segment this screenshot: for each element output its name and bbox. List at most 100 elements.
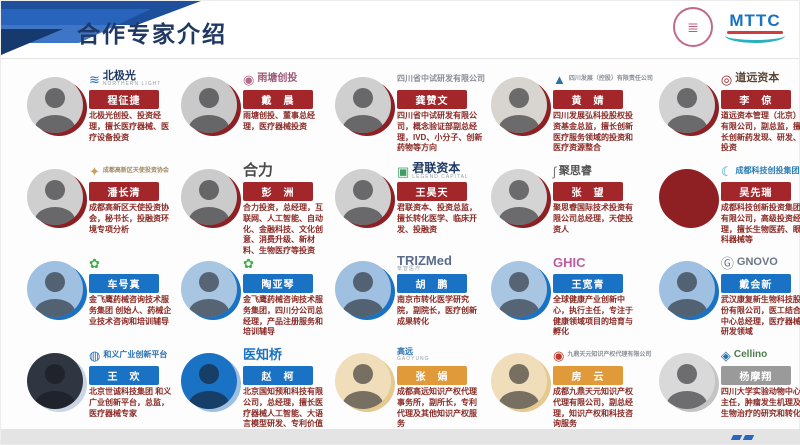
expert-card: ✿ 车号真 金飞鹰药械咨询技术服务集团 创始人、药械企业技术咨询和培训辅导 [27, 253, 175, 338]
org-logo: ◉ 九鼎天元知识产权代理有限公司 [553, 345, 651, 365]
avatar [45, 364, 65, 384]
avatar-body [189, 207, 229, 225]
org-logo: ʃ 聚思睿 [553, 161, 592, 181]
expert-card: ◎ 道远资本 李 倞 道远资本管理（北京）有限公司，副总监，擅长创新药发现、研发… [658, 69, 800, 154]
org-logo-text: 君联资本 [412, 161, 461, 176]
expert-card: ◉ 九鼎天元知识产权代理有限公司 房 云 成都九鼎天元知识产权代理有限公司，副总… [491, 345, 653, 430]
expert-name-badge: 吴先瑞 [720, 182, 791, 201]
avatar-body [343, 299, 383, 317]
avatar-body [343, 391, 383, 409]
expert-name-badge: 黄 婧 [553, 90, 623, 109]
slide-header: 合作专家介绍 ≣ MTTC [1, 1, 799, 59]
expert-name-badge: 王宽青 [553, 274, 623, 293]
expert-name-badge: 杨摩翔 [720, 366, 791, 385]
expert-photo [335, 261, 391, 317]
avatar-body [189, 115, 229, 133]
org-logo: ◉ 雨塘创投 [243, 69, 297, 89]
expert-card: ☾ 成都科技创投集团 吴先瑞 成都科技创新投资集团有限公司，高级投资经理，擅长生… [658, 161, 800, 246]
expert-description: 聚思睿国际技术投资有限公司总经理，天使投资人 [553, 203, 633, 234]
expert-description: 合力投资，总经理，互联网、人工智能、自动化、金融科技、文化创意、消费升级、新材料… [243, 203, 323, 256]
avatar [353, 88, 373, 108]
avatar [509, 272, 529, 292]
slide-footer [1, 429, 800, 444]
expert-card: TRIZMed 萃智医疗 胡 鹏 南京市转化医学研究院，副院长，医疗创新成果转化 [335, 253, 485, 338]
expert-name-badge: 胡 鹏 [397, 274, 467, 293]
org-logo-text: GHIC [553, 255, 586, 271]
expert-photo [658, 261, 715, 317]
expert-card: ◍ 和义广业创新平台 王 欢 北京世诚科技集团 和义广业创新平台，总监，医疗器械… [27, 345, 175, 430]
expert-info: ◉ 九鼎天元知识产权代理有限公司 房 云 成都九鼎天元知识产权代理有限公司，副总… [553, 345, 653, 430]
org-logo-text: 成都高新区天使投资协会 [102, 167, 169, 174]
expert-card: Ⓖ GNOVO 戴会新 武汉康复新生物科技股份有限公司，医工结合中心总经理，医疗… [658, 253, 800, 338]
avatar [45, 272, 65, 292]
expert-name-badge: 车号真 [89, 274, 159, 293]
expert-description: 四川省中试研发有限公司，概念验证部副总经理，IVD、小分子、创新药物等方向 [397, 111, 483, 153]
expert-info: ✿ 陶亚琴 金飞鹰药械咨询技术服务集团，四川分公司总经理，产品注册服务和培训辅导 [243, 253, 329, 338]
expert-photo [658, 77, 715, 133]
avatar [199, 272, 219, 292]
expert-name-badge: 彭 洲 [243, 182, 313, 201]
expert-card: ✦ 成都高新区天使投资协会 潘长清 成都高新区天使投资协会，秘书长，投融资环境专… [27, 161, 175, 246]
expert-info: ◈ Cellino 杨摩翔 四川大学实验动物中心主任，肿瘤发生机理及生物治疗的研… [720, 345, 800, 419]
green-square-icon: ▣ [397, 163, 410, 179]
avatar-body [666, 391, 707, 409]
expert-info: ʃ 聚思睿 张 望 聚思睿国际技术投资有限公司总经理，天使投资人 [553, 161, 653, 235]
org-logo: 四川省中试研发有限公司 [397, 69, 485, 89]
experts-grid: ≋ 北极光 NORTHERN LIGHT 程征捷 北极光创投、投资经理，擅长医疗… [1, 59, 800, 439]
page-mark [742, 435, 755, 440]
expert-info: Ⓖ GNOVO 戴会新 武汉康复新生物科技股份有限公司，医工结合中心总经理，医疗… [720, 253, 800, 338]
expert-description: 君联资本、投资总监，擅长转化医学、临床开发、投融资 [397, 203, 477, 234]
expert-name-badge: 程征捷 [89, 90, 159, 109]
avatar [353, 272, 373, 292]
expert-description: 武汉康复新生物科技股份有限公司，医工结合中心总经理，医疗器械研发领域 [720, 295, 800, 337]
org-logo-text: 高远 [397, 347, 413, 357]
org-logo-text: 合力 [243, 161, 274, 180]
expert-photo [491, 77, 547, 133]
org-logo-text: 聚思睿 [558, 164, 592, 178]
expert-info: ◎ 道远资本 李 倞 道远资本管理（北京）有限公司，副总监，擅长创新药发现、研发… [720, 69, 800, 154]
org-logo-text: 四川发展（控股）有限责任公司 [568, 75, 653, 82]
expert-card: ▣ 君联资本 LEGEND CAPITAL 王昊天 君联资本、投资总监，擅长转化… [335, 161, 485, 246]
org-logo-subtext: NORTHERN LIGHT [102, 81, 162, 88]
page-mark [730, 435, 743, 440]
expert-description: 金飞鹰药械咨询技术服务集团 创始人、药械企业技术咨询和培训辅导 [89, 295, 172, 326]
expert-photo [491, 353, 547, 409]
expert-info: 四川省中试研发有限公司 龚赞文 四川省中试研发有限公司，概念验证部副总经理，IV… [397, 69, 485, 154]
expert-photo [335, 353, 391, 409]
expert-info: 合力 彭 洲 合力投资，总经理，互联网、人工智能、自动化、金融科技、文化创意、消… [243, 161, 329, 257]
expert-description: 道远资本管理（北京）有限公司，副总监，擅长创新药发现、研发、投资 [720, 111, 800, 153]
expert-photo [27, 169, 83, 225]
expert-name-badge: 潘长清 [89, 182, 159, 201]
expert-photo [27, 353, 83, 409]
expert-description: 四川大学实验动物中心主任，肿瘤发生机理及生物治疗的研究和转化 [720, 387, 800, 418]
expert-photo [27, 77, 83, 133]
avatar [509, 88, 529, 108]
expert-photo [181, 261, 237, 317]
leaf-icon: ✿ [89, 255, 100, 271]
expert-name-badge: 戴 晨 [243, 90, 313, 109]
expert-photo [658, 169, 715, 225]
avatar-body [499, 115, 539, 133]
expert-description: 雨塘创投、董事总经理，医疗器械投资 [243, 111, 315, 131]
expert-name-badge: 赵 柯 [243, 366, 313, 385]
expert-info: GHIC 王宽青 全球健康产业创新中心，执行主任，专注于健康领域项目的培育与孵化 [553, 253, 653, 338]
expert-card: ◉ 雨塘创投 戴 晨 雨塘创投、董事总经理，医疗器械投资 [181, 69, 329, 154]
expert-photo [491, 261, 547, 317]
org-logo-text: 北极光 [102, 69, 136, 82]
org-logo: TRIZMed 萃智医疗 [397, 253, 452, 273]
crescent-icon: ☾ [720, 163, 733, 179]
expert-name-badge: 李 倞 [720, 90, 791, 109]
org-logo: ≋ 北极光 NORTHERN LIGHT [89, 69, 161, 89]
avatar-body [189, 391, 229, 409]
mttc-swoosh-icon [725, 34, 785, 43]
triangle-icon: ▲ [553, 71, 566, 87]
org-logo: ☾ 成都科技创投集团 [721, 161, 800, 181]
expert-photo [335, 169, 391, 225]
mttc-logo: MTTC [725, 12, 785, 43]
org-logo: 高远 GAOYUNG [397, 345, 430, 365]
mttc-logo-text: MTTC [729, 10, 781, 30]
swoosh-icon: ≋ [89, 71, 100, 87]
expert-card: ≋ 北极光 NORTHERN LIGHT 程征捷 北极光创投、投资经理，擅长医疗… [27, 69, 175, 154]
org-logo: 医知桥 [243, 345, 282, 365]
expert-description: 成都高新区天使投资协会，秘书长，投融资环境专项分析 [89, 203, 169, 234]
